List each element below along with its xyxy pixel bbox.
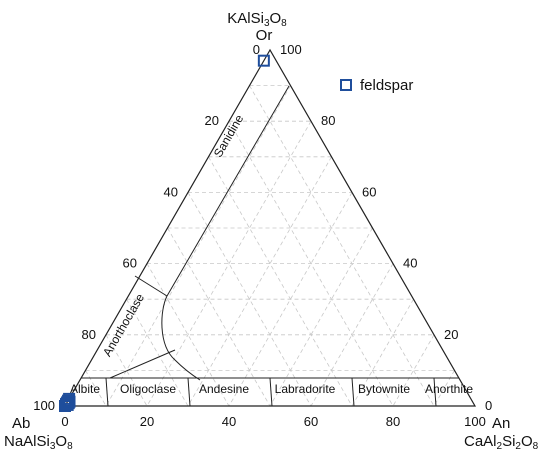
right-tick-label: 40 [403,256,417,271]
left-vertex-abbr: Ab [12,415,30,432]
right-tick-label: 60 [362,184,376,199]
legend-label: feldspar [360,77,413,94]
grid-line [310,263,394,407]
top-vertex-formula: KAlSi3O8 [227,10,287,29]
data-point [257,54,270,67]
field-boundary [269,377,273,407]
left-tick-label: 100 [33,398,55,413]
field-boundaries [81,85,459,407]
right-tick-label: 80 [321,113,335,128]
grid-line [105,85,291,407]
bottom-tick-label: 0 [61,414,68,429]
grid-line [167,227,271,407]
grid-line [146,121,312,407]
field-boundary [433,377,437,407]
bottom-tick-label: 40 [222,414,236,429]
tick-labels: 0 20 40 60 80 100 100 80 60 40 20 0 0 20 40 60 80 100 [33,42,492,429]
field-boundary [134,275,168,297]
grid-line [146,263,230,407]
bottom-tick-label: 60 [304,414,318,429]
field-label-oligoclase: Oligoclase [120,382,176,396]
grid-line [269,227,373,407]
field-label-anorthoclase: Anorthoclase [100,291,147,359]
triangle-outline [63,48,477,407]
field-label-labradorite: Labradorite [275,382,336,396]
field-boundary [351,377,355,407]
left-tick-label: 80 [82,327,96,342]
top-vertex-abbr: Or [256,27,273,44]
legend-marker [340,79,352,91]
left-vertex-formula: NaAlSi3O8 [4,433,73,452]
data-point [63,392,76,405]
grid-line [249,85,435,407]
right-vertex-formula: CaAl2Si2O8 [464,433,539,452]
grid-line [208,156,353,407]
bottom-tick-label: 100 [464,414,486,429]
data-point [61,398,74,411]
right-tick-label: 0 [485,398,492,413]
bottom-tick-label: 80 [386,414,400,429]
field-boundary [105,377,109,407]
field-label-anorthite: Anorthite [425,382,473,396]
grid-lines [85,85,455,407]
legend: feldspar [340,77,413,94]
field-label-andesine: Andesine [199,382,249,396]
grid-line [187,156,332,407]
left-tick-label: 60 [123,256,137,271]
data-points [59,54,270,412]
left-tick-label: 40 [164,184,178,199]
bottom-tick-label: 20 [140,414,154,429]
field-boundary [166,85,290,297]
right-tick-label: 100 [280,42,302,57]
right-vertex-abbr: An [492,415,510,432]
field-boundary-curve [161,295,201,381]
field-label-bytownite: Bytownite [358,382,410,396]
left-tick-label: 0 [253,42,260,57]
left-tick-label: 20 [205,113,219,128]
field-boundary [187,377,191,407]
field-boundary [109,349,176,379]
vertex-labels: KAlSi3O8 Or Ab NaAlSi3O8 An CaAl2Si2O8 [4,10,539,452]
right-tick-label: 20 [444,327,458,342]
field-label-albite: Albite [70,382,100,396]
